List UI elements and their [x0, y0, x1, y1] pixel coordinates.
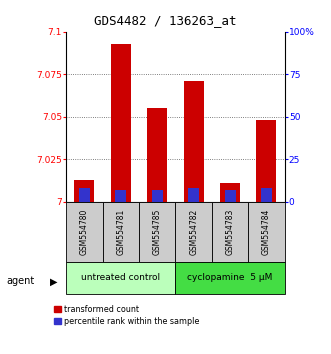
- Bar: [111, 44, 131, 202]
- Bar: [139, 202, 175, 262]
- Bar: [184, 81, 204, 202]
- Bar: [103, 202, 139, 262]
- Bar: [220, 183, 240, 202]
- Text: GSM554782: GSM554782: [189, 209, 198, 255]
- Text: untreated control: untreated control: [81, 273, 161, 282]
- Legend: transformed count, percentile rank within the sample: transformed count, percentile rank withi…: [54, 305, 200, 326]
- Bar: [212, 202, 248, 262]
- Text: GDS4482 / 136263_at: GDS4482 / 136263_at: [94, 14, 237, 27]
- Bar: [74, 180, 94, 202]
- Bar: [115, 190, 126, 202]
- Text: GSM554784: GSM554784: [262, 209, 271, 255]
- Bar: [224, 190, 236, 202]
- Text: ▶: ▶: [50, 276, 58, 286]
- Bar: [261, 188, 272, 202]
- Bar: [248, 202, 285, 262]
- Bar: [188, 188, 199, 202]
- Bar: [79, 188, 90, 202]
- Text: GSM554785: GSM554785: [153, 209, 162, 255]
- Bar: [175, 262, 285, 294]
- Bar: [175, 202, 212, 262]
- Text: agent: agent: [7, 276, 35, 286]
- Text: GSM554781: GSM554781: [116, 209, 125, 255]
- Bar: [147, 108, 167, 202]
- Text: cyclopamine  5 μM: cyclopamine 5 μM: [187, 273, 273, 282]
- Bar: [66, 262, 175, 294]
- Text: GSM554780: GSM554780: [80, 209, 89, 255]
- Bar: [257, 120, 276, 202]
- Bar: [152, 190, 163, 202]
- Text: GSM554783: GSM554783: [225, 209, 235, 255]
- Bar: [66, 202, 103, 262]
